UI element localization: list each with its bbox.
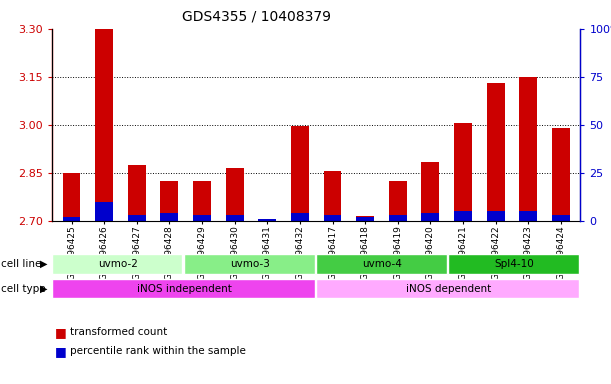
Text: Spl4-10: Spl4-10 <box>494 259 534 269</box>
Bar <box>356 216 374 221</box>
Bar <box>486 211 505 221</box>
Bar <box>128 165 146 221</box>
Text: ▶: ▶ <box>40 259 48 269</box>
Bar <box>193 215 211 221</box>
Bar <box>422 213 439 221</box>
Bar <box>258 219 276 221</box>
Bar <box>356 217 374 221</box>
Text: cell line: cell line <box>1 259 42 269</box>
Text: cell type: cell type <box>1 284 46 294</box>
FancyBboxPatch shape <box>52 280 315 298</box>
Bar <box>95 29 113 221</box>
Text: ▶: ▶ <box>40 284 48 294</box>
Bar <box>389 181 407 221</box>
Bar <box>389 215 407 221</box>
Bar <box>519 77 537 221</box>
Bar <box>324 215 342 221</box>
Text: uvmo-2: uvmo-2 <box>98 259 138 269</box>
Text: GDS4355 / 10408379: GDS4355 / 10408379 <box>182 10 331 23</box>
Text: transformed count: transformed count <box>70 327 167 337</box>
Bar <box>486 83 505 221</box>
Bar <box>291 213 309 221</box>
Bar <box>324 171 342 221</box>
FancyBboxPatch shape <box>448 255 579 273</box>
Bar <box>161 213 178 221</box>
Text: iNOS independent: iNOS independent <box>137 284 232 294</box>
Text: uvmo-4: uvmo-4 <box>362 259 402 269</box>
Bar <box>454 123 472 221</box>
FancyBboxPatch shape <box>316 280 579 298</box>
Bar <box>95 202 113 221</box>
FancyBboxPatch shape <box>52 255 183 273</box>
Text: ■: ■ <box>55 345 67 358</box>
Bar <box>422 162 439 221</box>
Text: iNOS dependent: iNOS dependent <box>406 284 491 294</box>
Bar <box>291 126 309 221</box>
Text: percentile rank within the sample: percentile rank within the sample <box>70 346 246 356</box>
Bar <box>225 168 244 221</box>
FancyBboxPatch shape <box>184 255 315 273</box>
Bar <box>519 211 537 221</box>
Bar <box>62 217 81 221</box>
FancyBboxPatch shape <box>316 255 447 273</box>
Bar <box>193 181 211 221</box>
Bar <box>552 215 570 221</box>
Text: ■: ■ <box>55 326 67 339</box>
Bar <box>161 181 178 221</box>
Bar <box>258 219 276 221</box>
Bar <box>62 173 81 221</box>
Bar <box>552 128 570 221</box>
Bar <box>454 211 472 221</box>
Bar <box>225 215 244 221</box>
Bar <box>128 215 146 221</box>
Text: uvmo-3: uvmo-3 <box>230 259 270 269</box>
